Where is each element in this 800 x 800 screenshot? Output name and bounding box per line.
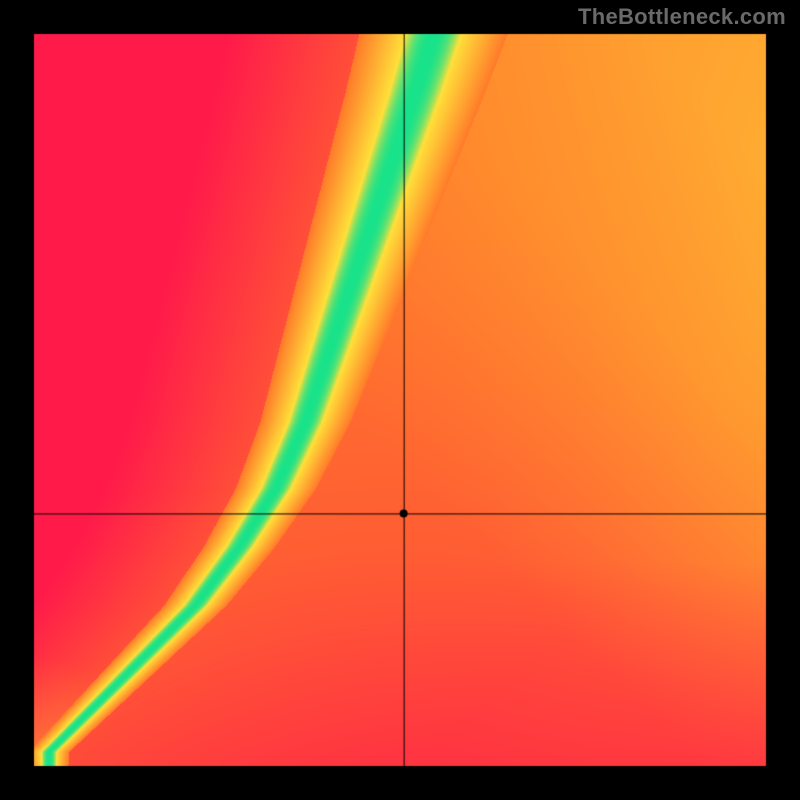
bottleneck-heatmap	[0, 0, 800, 800]
watermark-text: TheBottleneck.com	[578, 4, 786, 30]
chart-container: TheBottleneck.com	[0, 0, 800, 800]
